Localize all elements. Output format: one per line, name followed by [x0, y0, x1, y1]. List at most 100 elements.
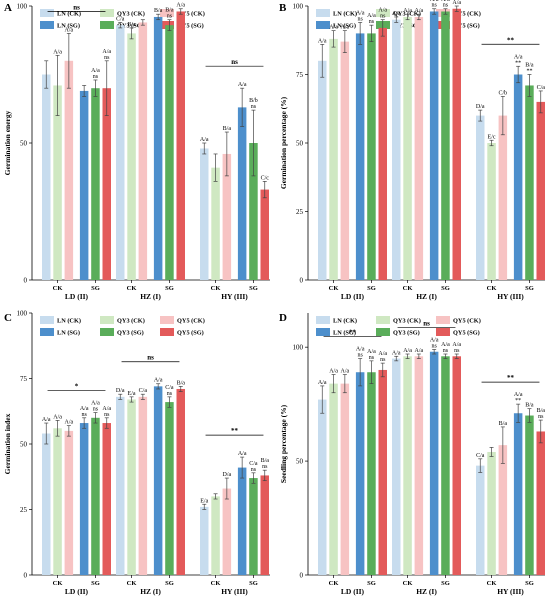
bar-annotation-part: A/a — [341, 369, 350, 375]
bar-annotation-part: C/a — [476, 453, 485, 459]
bar-annotation-part: A/a — [154, 378, 163, 384]
bar-annotation: A/a — [53, 414, 62, 420]
significance-label: ns — [231, 58, 238, 66]
bar-annotation: A/a — [452, 0, 461, 6]
bar-annotation-part: A/a — [329, 25, 338, 31]
legend-label: QY3 (CK) — [393, 318, 421, 325]
bar — [498, 115, 508, 280]
legend-swatch — [160, 9, 174, 17]
bar-annotation-part: A/a — [238, 451, 247, 457]
bar-annotation: A/a — [415, 348, 424, 354]
bar-annotation-part: A/a — [415, 348, 424, 354]
bar-annotation: C/c — [261, 175, 270, 181]
bar — [536, 101, 545, 281]
bar-annotation-part: A/a — [514, 392, 523, 398]
bar-annotation-part: A/a — [42, 417, 51, 423]
bar-annotation-part: C/b — [499, 90, 508, 96]
bar — [487, 143, 496, 280]
y-tick-label: 0 — [300, 572, 304, 580]
bar-annotation-part: A/a — [329, 369, 338, 375]
bar — [53, 428, 62, 575]
y-tick-label: 75 — [296, 71, 304, 79]
subgroup-label: SG — [91, 580, 100, 587]
bar-annotation-part: D/a — [476, 104, 485, 110]
group-label: HZ (I) — [416, 587, 437, 596]
bar — [452, 356, 461, 575]
bar-annotation-part: A/a — [367, 13, 376, 19]
group-label: HY (III) — [497, 292, 524, 301]
y-tick-label: 0 — [24, 572, 28, 580]
bar-annotation-part: A/a — [91, 401, 100, 407]
group-label: HZ (I) — [140, 587, 161, 596]
subgroup-label: SG — [441, 285, 450, 292]
bar-annotation-part: A/a — [514, 54, 523, 60]
legend-swatch — [316, 21, 330, 29]
legend-label: QY5 (SG) — [177, 23, 204, 30]
subgroup-label: CK — [329, 285, 339, 292]
legend-label: LN (SG) — [333, 23, 356, 30]
y-tick-label: 50 — [296, 140, 304, 148]
bar-annotation: B/a — [127, 22, 136, 28]
bar-annotation-part: A/a — [441, 342, 450, 348]
bar — [318, 399, 327, 575]
bar-annotation: B/a ns — [261, 458, 270, 470]
bar-annotation: A/a — [53, 49, 62, 55]
panel-letter: D — [279, 312, 287, 324]
bar — [441, 11, 450, 280]
y-tick-label: 50 — [296, 458, 304, 466]
bar — [165, 402, 174, 575]
y-tick-label: 25 — [20, 506, 28, 514]
bar-annotation-part: ns — [369, 355, 375, 361]
bar — [318, 60, 327, 280]
bar-annotation-part: ns — [167, 391, 173, 397]
bar — [403, 356, 412, 575]
bar-annotation-part: A/a — [403, 8, 412, 14]
bar-annotation-part: A/a — [80, 406, 89, 412]
group-label: HZ (I) — [416, 292, 437, 301]
bar-annotation: C/a — [476, 453, 485, 459]
bar-annotation: A/ans — [430, 0, 439, 9]
bar — [414, 356, 424, 575]
legend-label: QY5 (CK) — [177, 11, 205, 18]
bar-annotation-part: D/a — [223, 472, 232, 478]
bar-annotation: B/a — [177, 380, 186, 386]
legend-swatch — [100, 328, 114, 336]
y-axis-label: Germination percentage (%) — [279, 96, 288, 189]
bar — [91, 88, 100, 280]
bar-annotation-part: A/a — [430, 0, 439, 3]
bar — [138, 22, 148, 280]
bar — [165, 25, 174, 281]
bar — [414, 16, 424, 281]
subgroup-label: SG — [367, 285, 376, 292]
bar — [138, 396, 148, 575]
bar-annotation: B/a ** — [525, 63, 534, 75]
legend-swatch — [376, 316, 390, 324]
bar — [42, 433, 51, 575]
bar — [79, 423, 89, 575]
group-label: LD (II) — [65, 587, 89, 596]
bar-annotation: A/a — [65, 420, 74, 426]
y-axis-label: Germination index — [3, 413, 12, 474]
chart-panel-D: D LN (CK) QY3 (CK) QY5 (CK) LN (SG) QY3 (SG) Q… — [279, 312, 545, 596]
legend-swatch — [316, 9, 330, 17]
y-axis-label: Seedling percentage (%) — [279, 404, 288, 483]
bar-annotation-part: A/a — [318, 38, 327, 44]
bar-annotation-part: B/b — [249, 98, 258, 104]
bar-annotation-part: B/a — [499, 421, 508, 427]
bar-annotation-part: ns — [380, 14, 386, 20]
legend-label: QY3 (SG) — [117, 23, 144, 30]
bar-annotation-part: ns — [262, 464, 268, 470]
legend-label: LN (CK) — [57, 318, 81, 325]
bar — [403, 16, 412, 281]
legend-label: QY5 (SG) — [177, 330, 204, 337]
legend-swatch — [160, 21, 174, 29]
bar — [329, 383, 338, 575]
legend-swatch — [376, 9, 390, 17]
subgroup-label: SG — [249, 285, 258, 292]
bar-annotation-part: ns — [443, 3, 449, 9]
